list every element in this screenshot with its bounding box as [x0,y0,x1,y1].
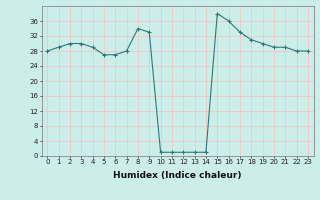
X-axis label: Humidex (Indice chaleur): Humidex (Indice chaleur) [113,171,242,180]
